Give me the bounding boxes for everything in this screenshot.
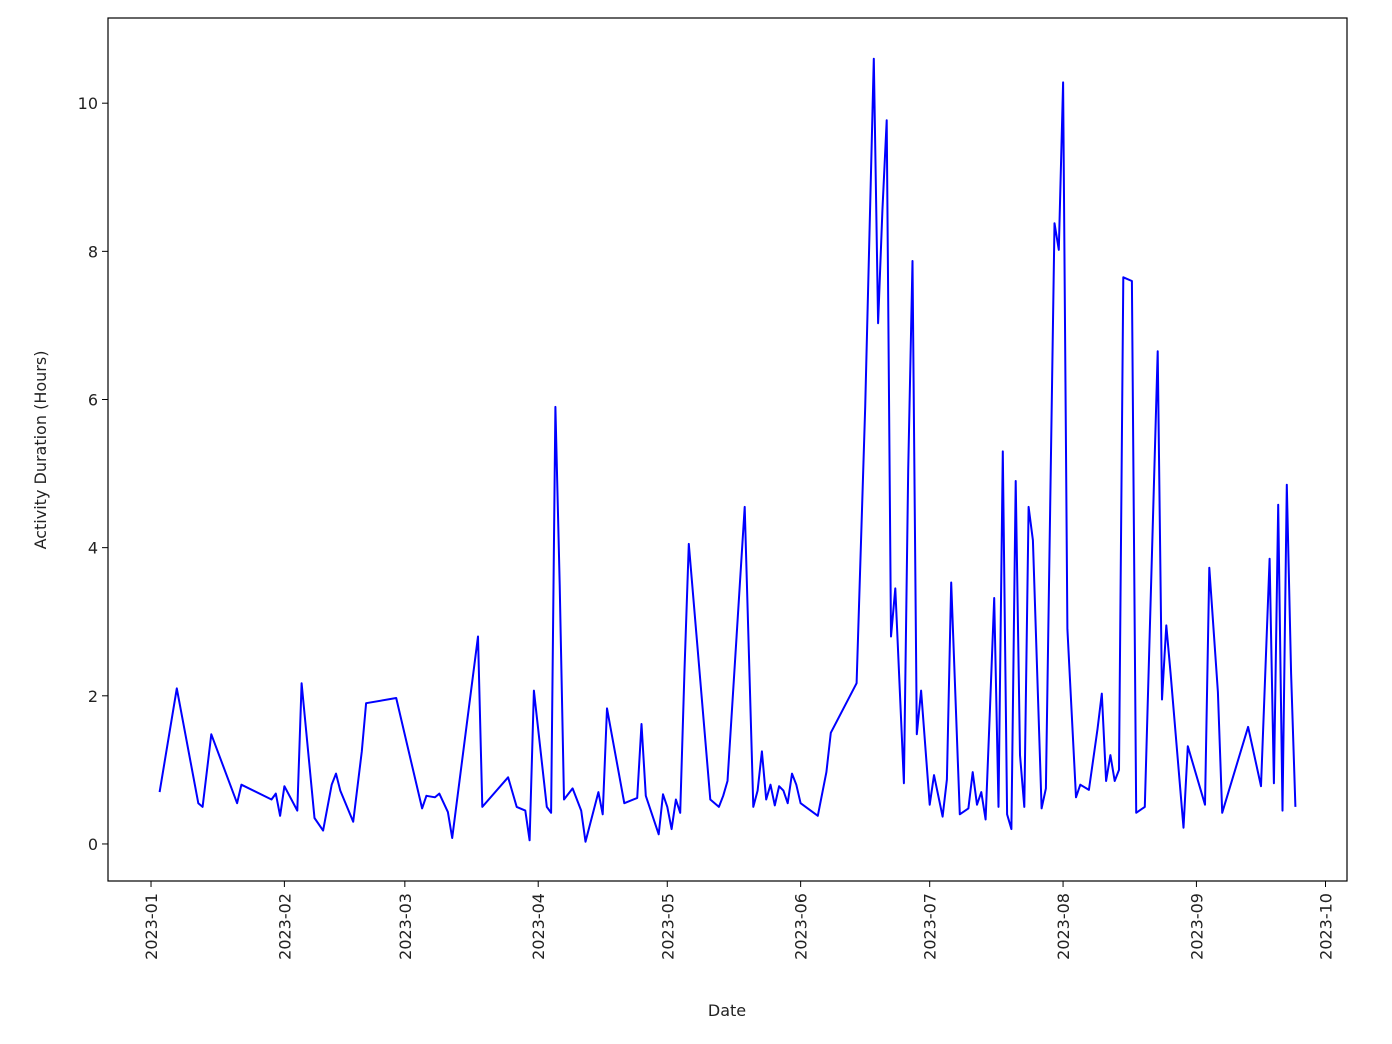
x-tick-label: 2023-03 — [396, 893, 415, 960]
plot-frame — [107, 17, 1348, 882]
x-tick-label: 2023-06 — [792, 893, 811, 960]
y-tick-label: 6 — [88, 390, 98, 409]
x-axis-label: Date — [708, 1001, 746, 1020]
x-tick-label: 2023-08 — [1054, 893, 1073, 960]
y-tick-label: 4 — [88, 539, 98, 558]
y-tick-label: 8 — [88, 242, 98, 261]
x-tick-label: 2023-10 — [1316, 893, 1335, 960]
x-tick-label: 2023-04 — [529, 893, 548, 960]
x-tick-label: 2023-01 — [142, 893, 161, 960]
x-tick-label: 2023-09 — [1187, 893, 1206, 960]
x-tick-label: 2023-02 — [275, 893, 294, 960]
y-tick-label: 0 — [88, 835, 98, 854]
y-tick-label: 2 — [88, 687, 98, 706]
y-axis-label: Activity Duration (Hours) — [31, 351, 50, 550]
x-tick-label: 2023-05 — [658, 893, 677, 960]
data-line — [158, 57, 1297, 843]
x-tick-label: 2023-07 — [921, 893, 940, 960]
y-tick-label: 10 — [78, 94, 98, 113]
